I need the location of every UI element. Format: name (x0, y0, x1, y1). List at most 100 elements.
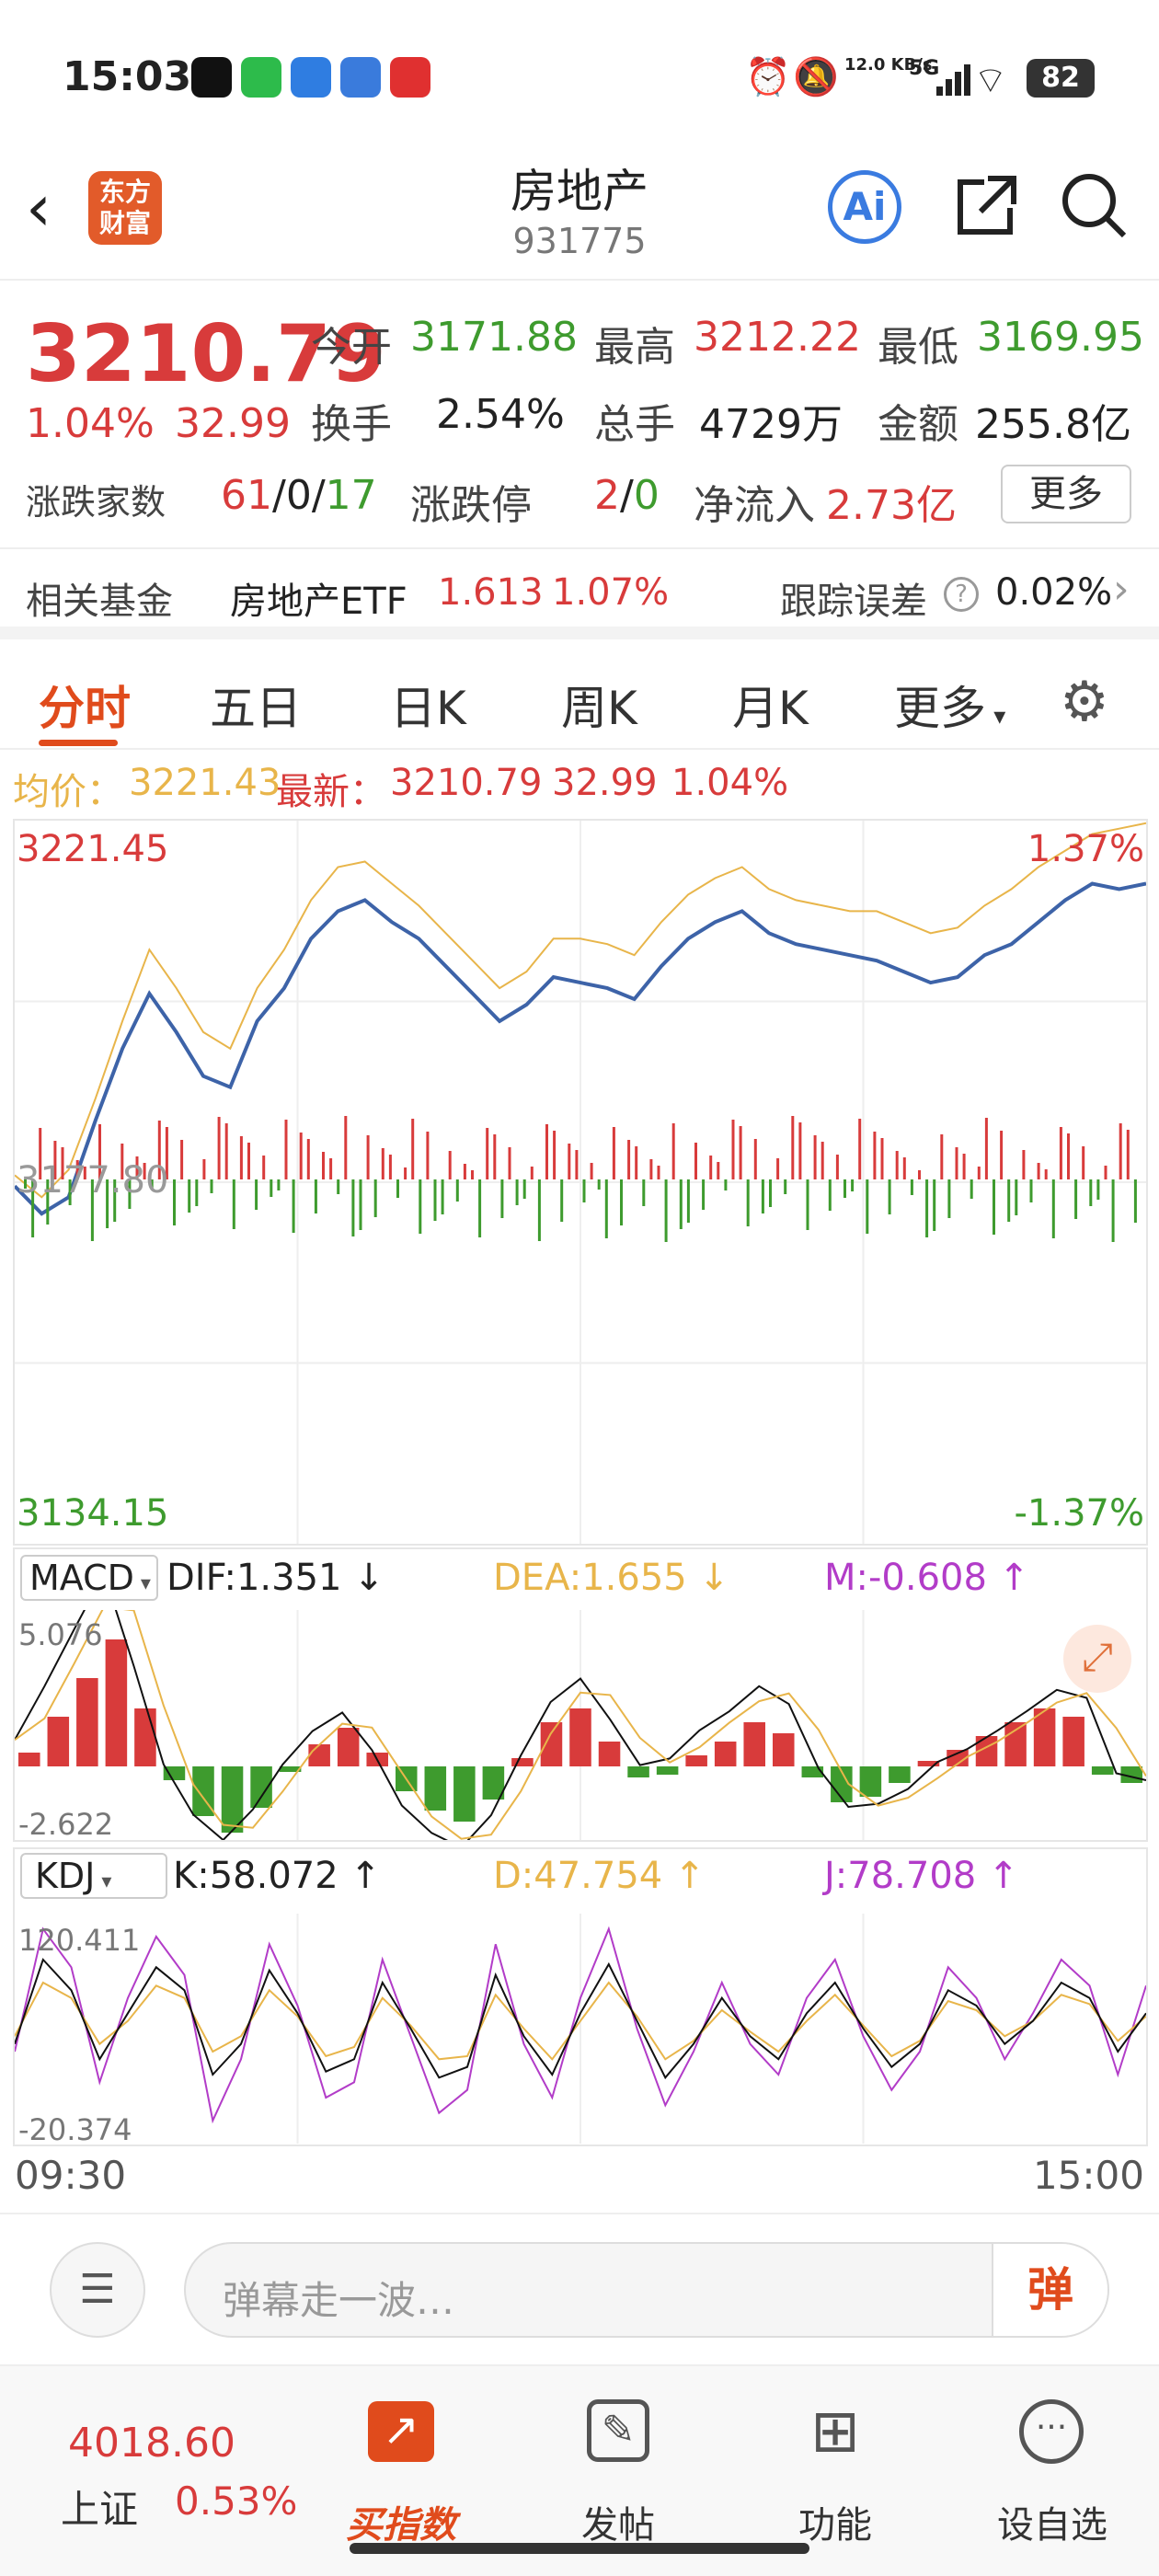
open-value: 3171.88 (410, 314, 578, 361)
volume-bar (262, 1156, 266, 1179)
volume-bar (322, 1152, 325, 1179)
change-pct: 1.04% (26, 400, 155, 447)
volume-bar (1000, 1131, 1004, 1179)
kdj-panel[interactable]: KDJ ▾ K:58.072 ↑ D:47.754 ↑ J:78.708 ↑ 1… (13, 1847, 1148, 2147)
volume-bar (761, 1179, 764, 1213)
volume-bar (24, 1179, 27, 1189)
search-icon[interactable] (1058, 169, 1131, 243)
volume-label: 总手 (594, 401, 675, 448)
macd-panel[interactable]: MACD ▾ DIF:1.351 ↓ DEA:1.655 ↓ M:-0.608 … (13, 1547, 1148, 1842)
price-line (13, 881, 1147, 1216)
kdj-svg (15, 1914, 1146, 2144)
volume-bar (306, 1139, 310, 1179)
macd-selector[interactable]: MACD ▾ (20, 1555, 158, 1601)
macd-bar (76, 1678, 98, 1766)
volume-bar (284, 1120, 288, 1179)
gear-icon[interactable]: ⚙ (1060, 670, 1109, 734)
volume-bar (1089, 1179, 1093, 1206)
edit-icon: ✎ (587, 2399, 649, 2462)
macd-bar (47, 1717, 70, 1766)
help-icon[interactable]: ? (944, 577, 979, 612)
volume-bar (1133, 1179, 1137, 1223)
volume-bar (955, 1147, 958, 1179)
volume-bar (419, 1179, 422, 1234)
macd-bar (279, 1766, 302, 1772)
volume-bar (1059, 1127, 1062, 1179)
tab-five-day[interactable]: 五日 (210, 682, 302, 735)
axis-top-price: 3221.45 (17, 828, 169, 870)
volume-bar (143, 1163, 146, 1179)
more-button[interactable]: 更多 (1001, 465, 1131, 523)
axis-mid-price: 3177.80 (17, 1159, 169, 1202)
danmu-list-icon[interactable]: ☰ (50, 2242, 145, 2338)
volume-bar (463, 1164, 466, 1179)
avg-label: 均价： (13, 771, 123, 813)
volume-bar (217, 1117, 221, 1179)
tab-intraday[interactable]: 分时 (39, 682, 131, 735)
tracking-error-value: 0.02% (995, 571, 1113, 614)
volume-bar (530, 1167, 534, 1179)
kdj-selector[interactable]: KDJ ▾ (20, 1853, 167, 1899)
current-price: 3210.79 (26, 308, 386, 400)
adv-flat: 0 (285, 472, 312, 519)
macd-dif: DIF:1.351 ↓ (166, 1557, 384, 1599)
kdj-d-line (15, 1981, 1146, 2061)
app-icon (291, 57, 331, 98)
volume-bar (351, 1179, 355, 1236)
intraday-svg (13, 821, 1147, 1544)
volume-bar (798, 1122, 802, 1179)
volume-bar (515, 1179, 519, 1205)
last-change: 32.99 (552, 762, 658, 804)
volume-bar (947, 1179, 951, 1218)
volume-bar (486, 1128, 489, 1179)
volume-bar (106, 1179, 109, 1228)
battery-indicator: 82 (1027, 59, 1095, 98)
volume-bar (753, 1139, 757, 1179)
fund-price: 1.613 (438, 571, 544, 614)
danmu-input[interactable]: 弹幕走一波… 弹 (184, 2242, 1109, 2338)
share-icon[interactable] (947, 169, 1021, 243)
macd-bar (598, 1742, 621, 1766)
volume-bar (724, 1179, 728, 1190)
volume-bar (820, 1142, 824, 1179)
volume-bar (694, 1143, 697, 1179)
volume-bar (53, 1141, 57, 1179)
signal-label: 5G (909, 57, 940, 80)
volume-bar (113, 1179, 117, 1222)
tab-more[interactable]: 更多 ▾ (894, 682, 1006, 735)
volume-bar (292, 1179, 295, 1233)
volume-bar (90, 1179, 94, 1241)
kdj-top: 120.411 (18, 1923, 141, 1958)
caret-down-icon: ▾ (986, 703, 1006, 730)
volume-bar (962, 1154, 966, 1179)
intraday-chart[interactable]: 3221.45 1.37% 3177.80 3134.15 -1.37% (13, 819, 1148, 1546)
adv-up: 61 (221, 472, 272, 519)
status-time: 15:03 (63, 53, 192, 100)
danmu-toggle-button[interactable]: 弹 (992, 2244, 1107, 2336)
fund-pct: 1.07% (552, 571, 670, 614)
index-pct: 0.53% (175, 2478, 298, 2524)
macd-bar (337, 1728, 360, 1766)
volume-bar (776, 1158, 780, 1179)
volume-bar (970, 1179, 973, 1199)
volume-bar (933, 1179, 936, 1231)
macd-bar (773, 1733, 795, 1766)
back-arrow-icon[interactable]: ‹ (26, 170, 52, 246)
ai-button[interactable]: Ai (828, 170, 901, 244)
volume-bar (746, 1179, 750, 1226)
macd-bar (801, 1766, 824, 1777)
avg-value: 3221.43 (129, 762, 281, 804)
related-fund-row[interactable]: 相关基金 房地产ETF 1.613 1.07% 跟踪误差 ? 0.02% › (0, 547, 1159, 639)
tab-daily-k[interactable]: 日K (390, 682, 466, 735)
volume-bar (620, 1179, 623, 1225)
volume-bar (299, 1133, 303, 1179)
adv-down: 17 (325, 472, 377, 519)
tab-monthly-k[interactable]: 月K (732, 682, 809, 735)
macd-bar (511, 1758, 534, 1766)
volume-bar (642, 1179, 646, 1206)
caret-down-icon: ▾ (95, 1870, 112, 1893)
tab-weekly-k[interactable]: 周K (561, 682, 637, 735)
volume-bar (612, 1127, 615, 1179)
kdj-j: J:78.708 ↑ (824, 1855, 1019, 1897)
expand-icon[interactable]: ⤢ (1063, 1625, 1131, 1693)
